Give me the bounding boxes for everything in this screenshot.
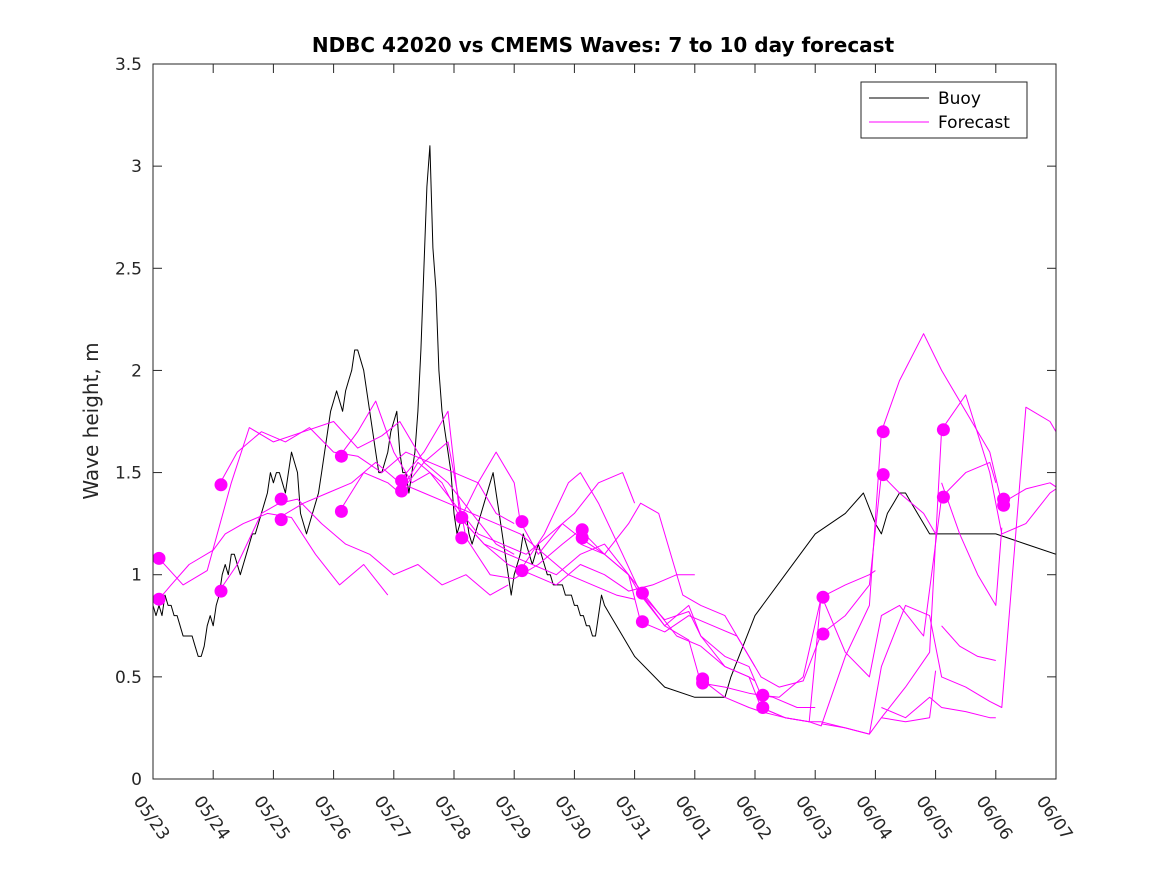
forecast-start-marker-26 (936, 423, 950, 437)
forecast-start-marker-9 (395, 484, 409, 498)
forecast-series-line-16 (821, 406, 1056, 735)
forecast-series-line-18 (881, 670, 937, 723)
forecast-start-marker-23 (816, 627, 830, 641)
y-tick-label-0: 0 (131, 770, 142, 790)
forecast-start-marker-29 (997, 498, 1011, 512)
forecast-start-marker-0 (152, 551, 166, 565)
forecast-series-line-15 (760, 394, 1056, 735)
y-tick-label-6: 3 (131, 157, 142, 177)
forecast-start-marker-3 (214, 584, 228, 598)
forecast-series-line-17 (881, 696, 996, 719)
y-tick-label-1: 0.5 (115, 668, 142, 688)
forecast-start-marker-8 (395, 474, 409, 488)
legend-label-forecast: Forecast (938, 113, 1010, 133)
forecast-start-marker-2 (214, 478, 228, 492)
forecast-start-marker-4 (274, 492, 288, 506)
forecast-start-marker-20 (756, 688, 770, 702)
y-tick-label-2: 1 (131, 566, 142, 586)
forecast-series-line-2 (158, 421, 515, 586)
plot-area (153, 64, 1056, 779)
forecast-start-marker-15 (575, 531, 589, 545)
y-tick-label-7: 3.5 (115, 55, 142, 75)
legend-box (860, 81, 1028, 139)
forecast-series-line-10 (459, 451, 816, 708)
marker-layer (152, 423, 1011, 714)
forecast-series-line-20 (941, 482, 1003, 606)
legend-label-buoy: Buoy (938, 89, 981, 109)
forecast-start-marker-7 (334, 504, 348, 518)
y-axis-label: Wave height, m (79, 342, 103, 499)
forecast-start-marker-19 (696, 676, 710, 690)
forecast-series-line-4 (218, 427, 515, 525)
forecast-start-marker-1 (152, 592, 166, 606)
forecast-start-marker-17 (635, 615, 649, 629)
forecast-start-marker-24 (876, 425, 890, 439)
y-tick-label-5: 2.5 (115, 259, 142, 279)
forecast-start-marker-11 (455, 531, 469, 545)
forecast-start-marker-13 (515, 564, 529, 578)
y-tick-label-4: 2 (131, 361, 142, 381)
forecast-series-line-6 (339, 400, 636, 555)
forecast-start-marker-27 (936, 490, 950, 504)
forecast-start-marker-10 (455, 511, 469, 524)
forecast-series-line-19 (941, 625, 996, 661)
buoy-series-line (153, 145, 1056, 698)
axes-box (152, 63, 1057, 780)
forecast-series-line-3 (218, 498, 509, 596)
y-tick-label-3: 1.5 (115, 464, 142, 484)
chart-title: NDBC 42020 vs CMEMS Waves: 7 to 10 day f… (312, 33, 895, 57)
forecast-start-marker-5 (274, 513, 288, 527)
plot-background (153, 64, 1056, 779)
forecast-start-marker-6 (334, 449, 348, 463)
forecast-start-marker-25 (876, 468, 890, 482)
forecast-start-marker-22 (816, 590, 830, 604)
forecast-start-marker-21 (756, 701, 770, 714)
forecast-start-marker-16 (635, 586, 649, 600)
forecast-start-marker-12 (515, 515, 529, 529)
forecast-series-line-1 (158, 512, 389, 600)
legend: Buoy Forecast (860, 81, 1028, 139)
